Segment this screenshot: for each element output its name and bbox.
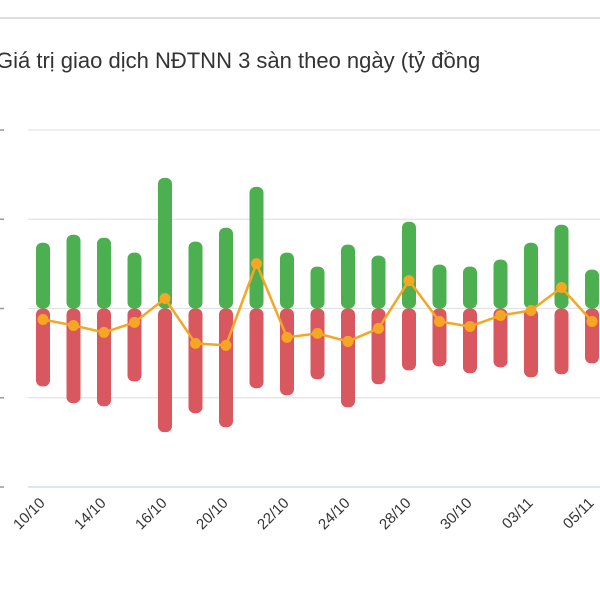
point [403,275,415,287]
x-tick-label: 05/11 [560,495,598,533]
point [556,282,567,294]
bar [554,224,569,309]
x-tick-label: 10/10 [10,495,49,534]
bar [341,244,355,309]
bar [249,308,264,389]
point [37,313,49,325]
chart-title: Giá trị giao dịch NĐTNN 3 sàn theo ngày … [0,48,480,73]
point [281,331,293,343]
point [373,322,384,334]
point [251,258,262,270]
bar [402,221,416,309]
point [525,304,537,316]
bar [524,242,538,309]
point [129,316,140,328]
bar [463,266,477,309]
point [342,335,354,347]
point [68,319,79,331]
bar [188,241,203,309]
point [220,339,232,351]
bar [219,227,233,309]
bar [188,308,203,414]
x-tick-label: 03/11 [499,495,537,533]
bar [97,237,111,309]
bar [371,255,386,309]
bar [310,308,325,380]
bar [310,266,325,309]
point [190,337,201,349]
bar [66,308,81,404]
bar [493,259,508,309]
bar [432,264,447,309]
bar [158,308,172,433]
x-tick-label: 24/10 [315,495,354,534]
bar [127,252,142,309]
bar [402,308,416,371]
point [98,326,110,338]
bar [127,308,142,382]
bar [280,308,294,396]
bar [280,252,294,309]
x-tick-label: 22/10 [254,495,293,534]
point [586,315,598,327]
point [464,320,476,332]
point [159,293,171,305]
point [434,315,445,327]
point [495,309,506,321]
x-tick-label: 14/10 [71,495,110,534]
bar [36,242,50,309]
point [312,327,323,339]
x-tick-label: 30/10 [437,495,476,534]
bar [97,308,111,407]
bar [158,177,172,309]
bar [66,234,81,309]
x-tick-label: 20/10 [193,495,232,534]
x-tick-label: 16/10 [132,495,171,534]
bar [36,308,50,387]
x-tick-label: 28/10 [376,495,415,534]
bar [219,308,233,428]
bar [554,308,569,375]
bar [493,308,508,368]
bar [249,186,264,309]
bar [585,269,599,309]
bar [524,308,538,378]
bar [463,308,477,374]
bar [341,308,355,408]
